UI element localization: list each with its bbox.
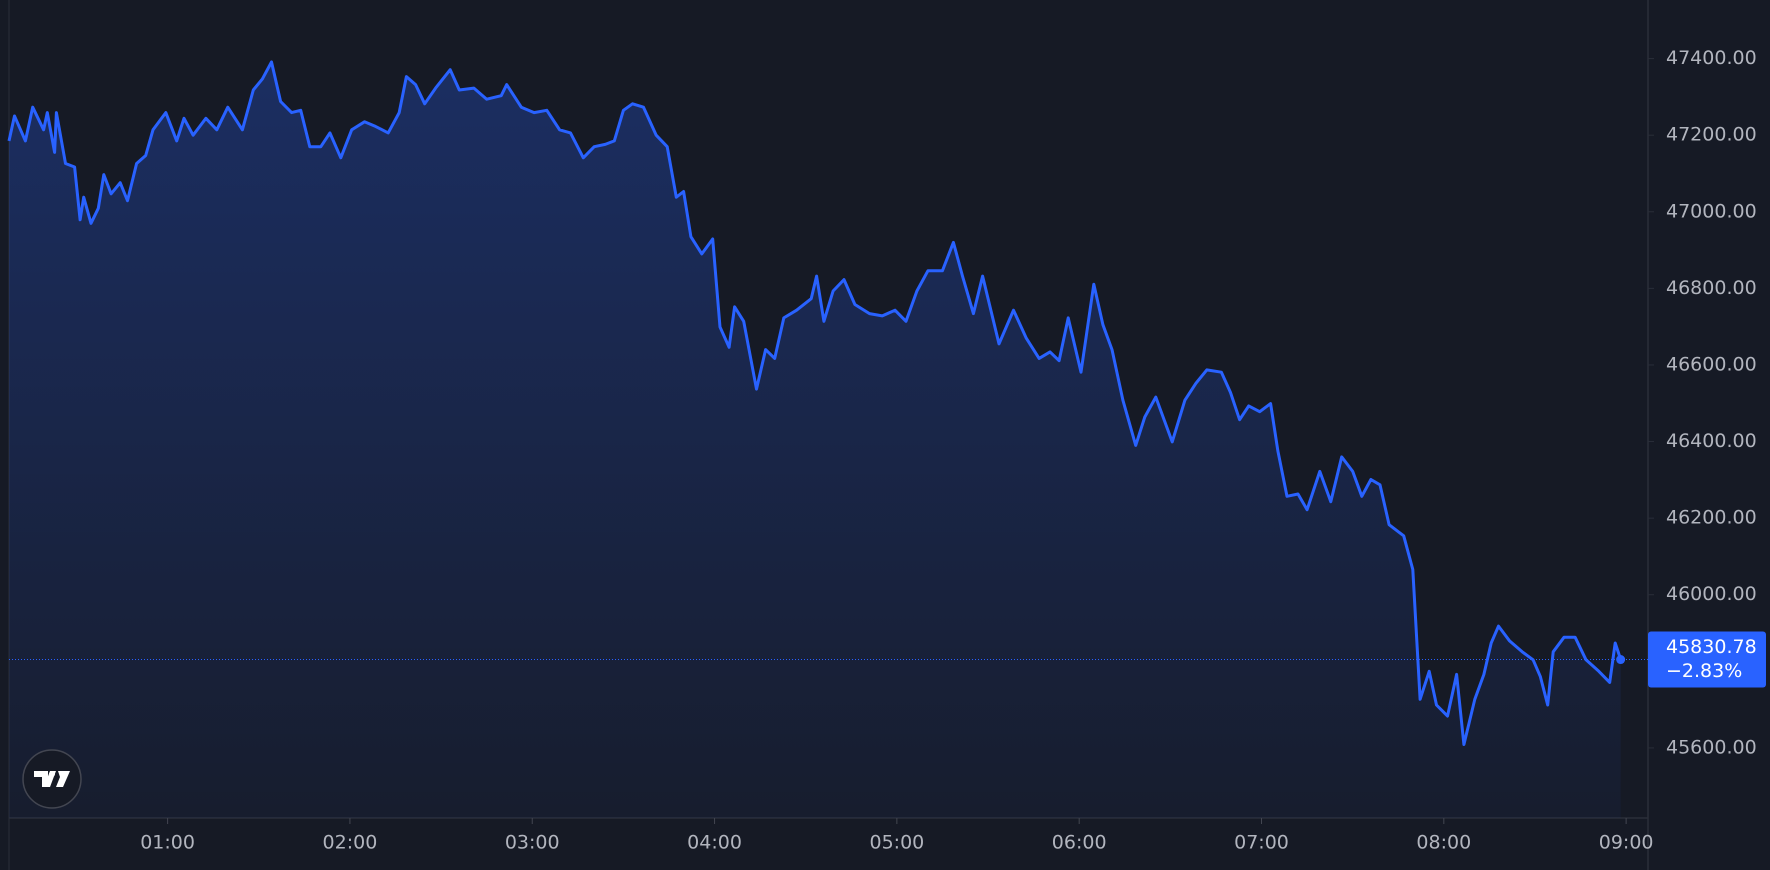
x-tick-label: 01:00 xyxy=(140,832,195,854)
y-tick-label: 46800.00 xyxy=(1666,277,1757,299)
x-tick-label: 04:00 xyxy=(687,832,742,854)
last-point xyxy=(1616,655,1626,665)
price-line xyxy=(7,60,1623,746)
y-tick-label: 47200.00 xyxy=(1666,124,1757,146)
x-tick-label: 03:00 xyxy=(505,832,560,854)
x-tick-label: 08:00 xyxy=(1416,832,1471,854)
logo-dot[interactable] xyxy=(49,771,55,777)
x-tick-label: 05:00 xyxy=(869,832,924,854)
logo-mark-2[interactable] xyxy=(56,771,70,787)
y-tick-label: 46200.00 xyxy=(1666,507,1757,529)
y-tick-label: 46600.00 xyxy=(1666,353,1757,375)
y-tick-label: 45600.00 xyxy=(1666,736,1757,758)
price-label-box xyxy=(1648,631,1766,688)
y-tick-label: 47000.00 xyxy=(1666,200,1757,222)
area-fill xyxy=(9,62,1621,818)
x-tick-label: 06:00 xyxy=(1052,832,1107,854)
y-tick-label: 47400.00 xyxy=(1666,47,1757,69)
change-label: −2.83% xyxy=(1666,660,1742,682)
y-tick-label: 46400.00 xyxy=(1666,430,1757,452)
y-tick-label: 46000.00 xyxy=(1666,583,1757,605)
x-tick-label: 09:00 xyxy=(1599,832,1654,854)
last-price-label: 45830.78 xyxy=(1666,636,1757,658)
x-tick-label: 07:00 xyxy=(1234,832,1289,854)
x-tick-label: 02:00 xyxy=(323,832,378,854)
logo[interactable] xyxy=(22,749,82,809)
